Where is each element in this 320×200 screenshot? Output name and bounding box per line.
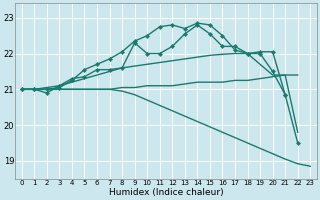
X-axis label: Humidex (Indice chaleur): Humidex (Indice chaleur) — [109, 188, 223, 197]
